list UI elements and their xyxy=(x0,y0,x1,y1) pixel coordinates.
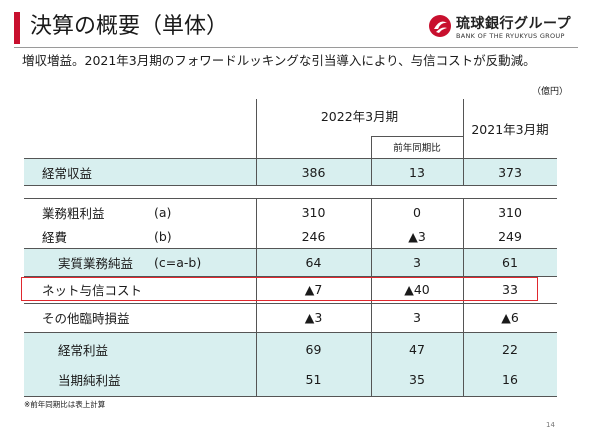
value-fy2021: 373 xyxy=(498,164,522,180)
table-rule xyxy=(463,198,464,396)
column-header-fy2022: 2022年3月期 xyxy=(320,108,399,124)
value-fy2022: 64 xyxy=(305,254,322,270)
value-yoy: 35 xyxy=(409,371,425,387)
row-label: 経常利益 xyxy=(58,342,109,358)
credit-cost-highlight-box xyxy=(21,277,538,301)
value-fy2021: 249 xyxy=(498,228,522,244)
table-rule xyxy=(371,136,463,137)
row-label: 経常収益 xyxy=(42,165,93,181)
column-header-yoy: 前年同期比 xyxy=(393,143,441,154)
value-fy2022: 246 xyxy=(301,228,326,244)
title-accent-bar xyxy=(14,12,20,44)
row-label-suffix: (b) xyxy=(154,228,172,244)
table-row: 実質業務純益 (c=a-b) 64 3 61 xyxy=(24,248,557,276)
value-fy2022: 310 xyxy=(301,204,326,220)
value-fy2021: 16 xyxy=(502,371,518,387)
table-rule xyxy=(256,198,257,396)
value-fy2021: 61 xyxy=(502,254,518,270)
title-divider xyxy=(14,47,578,48)
row-label: その他臨時損益 xyxy=(42,310,130,326)
table-row: 当期純利益 51 35 16 xyxy=(24,365,557,393)
table-rule xyxy=(24,158,557,159)
row-label-suffix: (c=a-b) xyxy=(154,254,202,270)
value-fy2022: ▲3 xyxy=(304,309,323,325)
table-rule xyxy=(24,332,557,333)
table-rule xyxy=(463,99,464,185)
table-rule xyxy=(371,136,372,185)
ryukyu-bank-logo-icon xyxy=(429,15,451,37)
row-label: 経費 xyxy=(42,229,68,245)
value-yoy: 0 xyxy=(413,204,421,220)
summary-text: 増収増益。2021年3月期のフォワードルッキングな引当導入により、与信コストが反… xyxy=(22,53,536,68)
table-rule xyxy=(371,198,372,396)
unit-label: （億円） xyxy=(532,87,569,97)
table-rule xyxy=(24,185,557,186)
row-label: ネット与信コスト xyxy=(42,282,143,298)
row-label: 実質業務純益 xyxy=(58,255,134,271)
table-row: ネット与信コスト ▲7 ▲40 33 xyxy=(24,277,557,301)
table-rule xyxy=(24,303,557,304)
column-header-fy2021: 2021年3月期 xyxy=(471,121,549,137)
value-yoy: ▲40 xyxy=(404,281,430,297)
value-yoy: 13 xyxy=(409,164,425,180)
table-row: 経常収益 386 13 373 xyxy=(24,159,557,185)
value-yoy: ▲3 xyxy=(408,228,426,244)
table-rule xyxy=(24,396,557,397)
table-rule xyxy=(24,198,557,199)
logo-subtitle: BANK OF THE RYUKYUS GROUP xyxy=(456,32,565,40)
table-row: 経常利益 69 47 22 xyxy=(24,335,557,363)
value-fy2021: 310 xyxy=(498,204,522,220)
value-fy2022: 69 xyxy=(305,341,322,357)
row-label: 業務粗利益 xyxy=(42,205,105,221)
value-fy2021: ▲6 xyxy=(501,309,519,325)
value-fy2021: 22 xyxy=(502,341,518,357)
value-yoy: 47 xyxy=(409,341,425,357)
table-rule xyxy=(24,248,557,249)
table-rule xyxy=(256,99,257,185)
row-label-suffix: (a) xyxy=(154,204,172,220)
value-fy2022: 386 xyxy=(301,164,326,180)
value-yoy: 3 xyxy=(413,254,421,270)
footnote: ※前年同期比は表上計算 xyxy=(24,400,106,409)
table-row: その他臨時損益 ▲3 3 ▲6 xyxy=(24,304,557,330)
table-row: 業務粗利益 (a) 310 0 310 xyxy=(24,200,557,224)
company-logo: 琉球銀行グループ BANK OF THE RYUKYUS GROUP xyxy=(428,12,578,44)
value-fy2022: 51 xyxy=(305,371,322,387)
table-row: 経費 (b) 246 ▲3 249 xyxy=(24,224,557,248)
profit-band xyxy=(24,333,557,396)
value-fy2021: 33 xyxy=(502,281,518,297)
value-yoy: 3 xyxy=(413,309,421,325)
value-fy2022: ▲7 xyxy=(304,281,323,297)
page-title: 決算の概要（単体） xyxy=(30,14,229,39)
logo-name: 琉球銀行グループ xyxy=(456,16,572,32)
table-rule xyxy=(24,276,557,277)
row-label: 当期純利益 xyxy=(58,372,121,388)
page-number: 14 xyxy=(546,421,555,429)
